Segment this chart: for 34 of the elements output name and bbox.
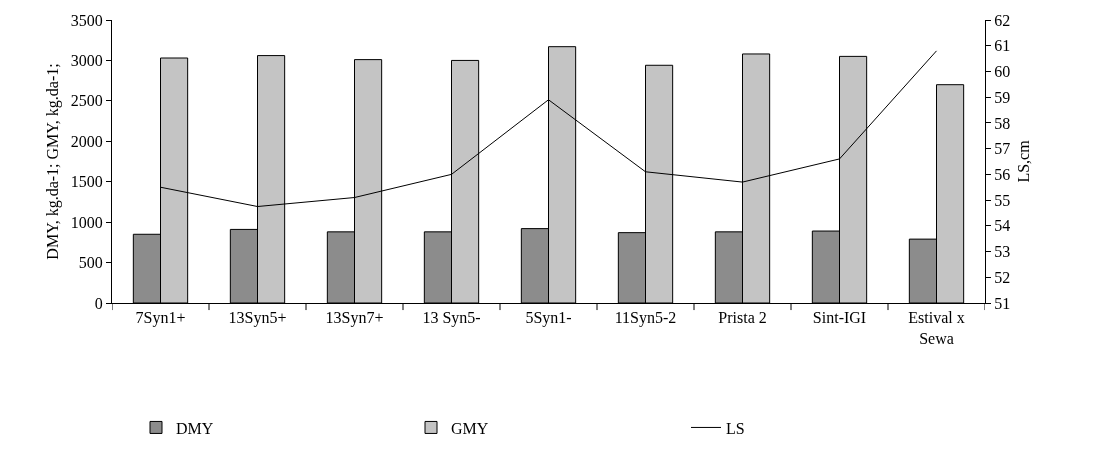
x-tick-label: 7Syn1+ [135, 309, 186, 328]
legend-label: GMY [451, 419, 489, 437]
y-tick-label: 2000 [70, 132, 103, 150]
y-tick-label: 3500 [70, 11, 103, 29]
legend-label: DMY [176, 419, 214, 437]
y2-tick-label: 62 [994, 11, 1011, 29]
x-tick-label: 5Syn1- [525, 309, 572, 328]
y2-tick-label: 56 [994, 165, 1011, 183]
y2-tick-label: 61 [994, 37, 1011, 55]
y2-tick-label: 57 [994, 140, 1011, 158]
x-tick-label: Sint-IGI [812, 309, 867, 327]
y-tick-label: 1000 [70, 213, 103, 231]
y2-axis-title: LS,cm [1014, 139, 1032, 183]
y2-tick-label: 51 [994, 294, 1011, 312]
y2-tick-label: 59 [994, 88, 1011, 106]
y-tick-label: 0 [94, 294, 103, 312]
x-tick-label: 11Syn5-2 [614, 309, 677, 328]
x-tick-label: 13Syn5+ [228, 309, 287, 328]
y-axis-title: DMY, kg.da-1; GMY, kg.da-1; [43, 63, 62, 260]
y2-tick-label: 58 [994, 114, 1011, 132]
x-tick-label: Estival x Sewa [908, 309, 965, 347]
x-tick-label: Prista 2 [718, 309, 767, 327]
y-tick-label: 2500 [70, 92, 103, 110]
y2-tick-label: 53 [994, 243, 1011, 261]
y-tick-label: 500 [78, 254, 103, 272]
y2-tick-label: 52 [994, 268, 1011, 286]
x-tick-label: 13 Syn5- [422, 309, 481, 328]
y-tick-label: 1500 [70, 173, 103, 191]
y2-tick-label: 60 [994, 63, 1011, 81]
y-tick-label: 3000 [70, 52, 103, 70]
y2-tick-label: 55 [994, 191, 1011, 209]
y2-tick-label: 54 [994, 217, 1011, 235]
x-tick-label: 13Syn7+ [325, 309, 384, 328]
legend-label: LS [726, 419, 745, 437]
